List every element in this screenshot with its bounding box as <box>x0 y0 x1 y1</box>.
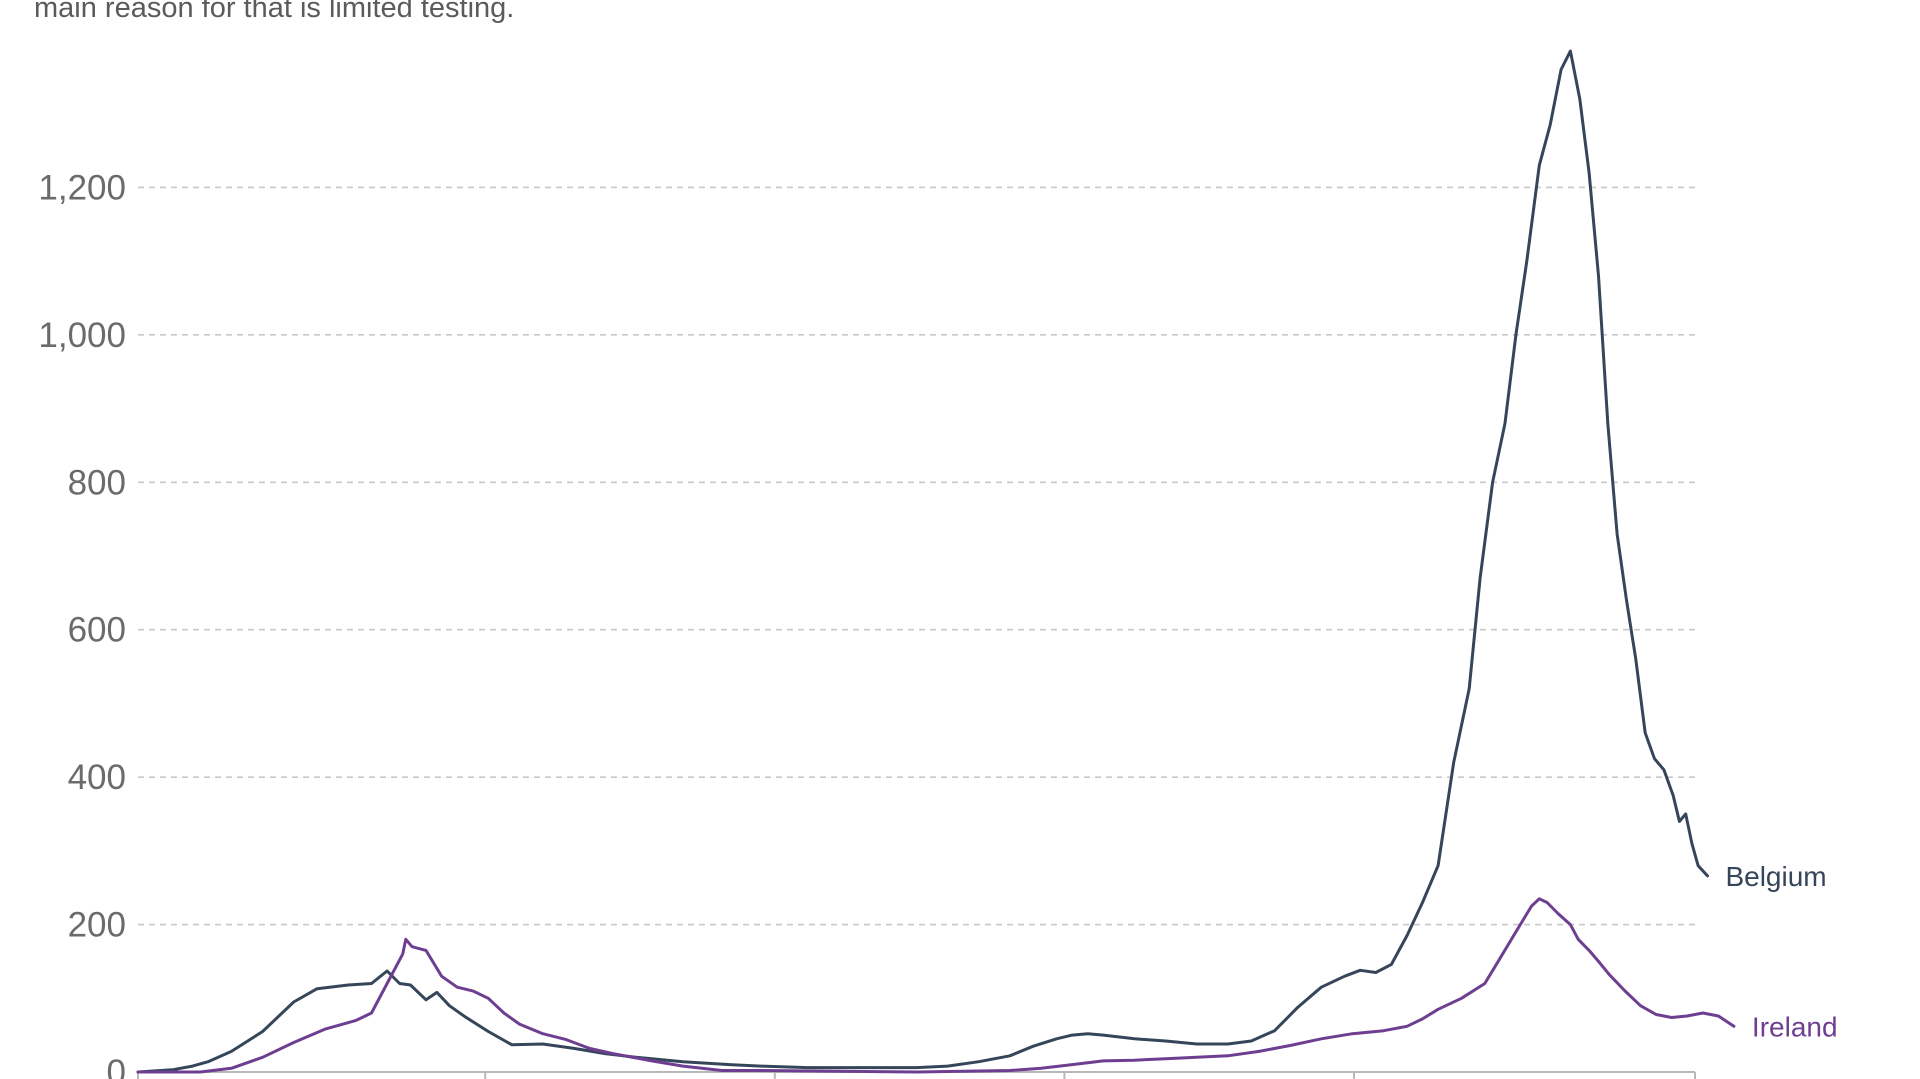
y-tick-label: 200 <box>68 906 126 945</box>
y-axis-labels: 0 200 400 600 800 1,000 1,200 <box>38 168 126 1079</box>
y-tick-label: 0 <box>107 1053 126 1079</box>
series-line-ireland <box>136 897 1736 1074</box>
y-tick-label: 1,000 <box>38 316 126 355</box>
series-labels: Belgium Ireland <box>1725 861 1837 1042</box>
y-tick-label: 800 <box>68 463 126 502</box>
y-tick-label: 1,200 <box>38 168 126 207</box>
series-line-belgium <box>136 49 1709 1074</box>
gridlines <box>138 186 1695 926</box>
y-tick-label: 400 <box>68 758 126 797</box>
y-tick-label: 600 <box>68 611 126 650</box>
series-label-ireland: Ireland <box>1752 1011 1838 1042</box>
series-label-belgium: Belgium <box>1725 861 1826 892</box>
chart-subtitle: main reason for that is limited testing. <box>34 0 515 24</box>
series-lines <box>136 49 1736 1074</box>
